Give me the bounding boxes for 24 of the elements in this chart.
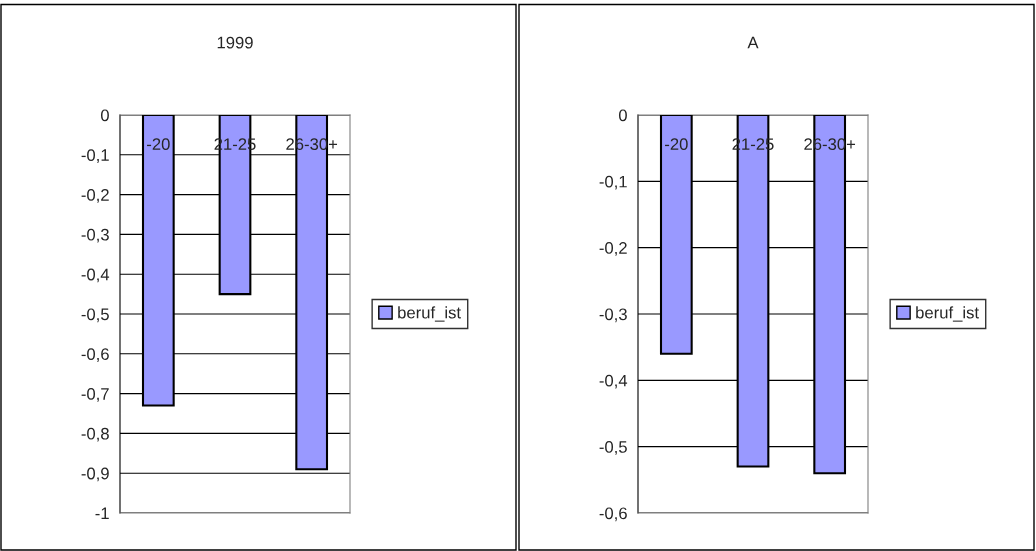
chart-title: A: [747, 36, 759, 49]
y-tick-label: 0: [618, 109, 627, 122]
y-tick-label: -0,5: [599, 441, 627, 455]
x-tick-label: -20: [147, 138, 170, 151]
y-tick-label: -0,1: [599, 175, 627, 190]
y-tick-label: 0: [100, 109, 109, 122]
y-tick-label: -0,4: [81, 268, 110, 283]
y-tick-label: -0,9: [81, 467, 109, 482]
y-tick-label: -0,1: [81, 149, 109, 163]
y-tick-label: -0,3: [81, 228, 109, 243]
y-tick-label: -1: [95, 507, 109, 520]
y-tick-label: -0,8: [81, 427, 109, 442]
legend-label: beruf_ist: [916, 306, 979, 322]
y-tick-label: -0,3: [599, 308, 627, 323]
x-tick-label: -20: [665, 138, 688, 151]
y-tick-label: -0,6: [599, 507, 627, 522]
y-tick-label: -0,7: [81, 388, 109, 402]
y-tick-label: -0,6: [81, 348, 109, 362]
chart-title: 1999: [217, 36, 253, 49]
legend-label: beruf_ist: [398, 306, 461, 322]
y-tick-label: -0,5: [81, 308, 109, 323]
y-tick-label: -0,2: [81, 189, 109, 203]
y-tick-label: -0,2: [599, 242, 627, 256]
y-tick-label: -0,4: [599, 374, 628, 389]
